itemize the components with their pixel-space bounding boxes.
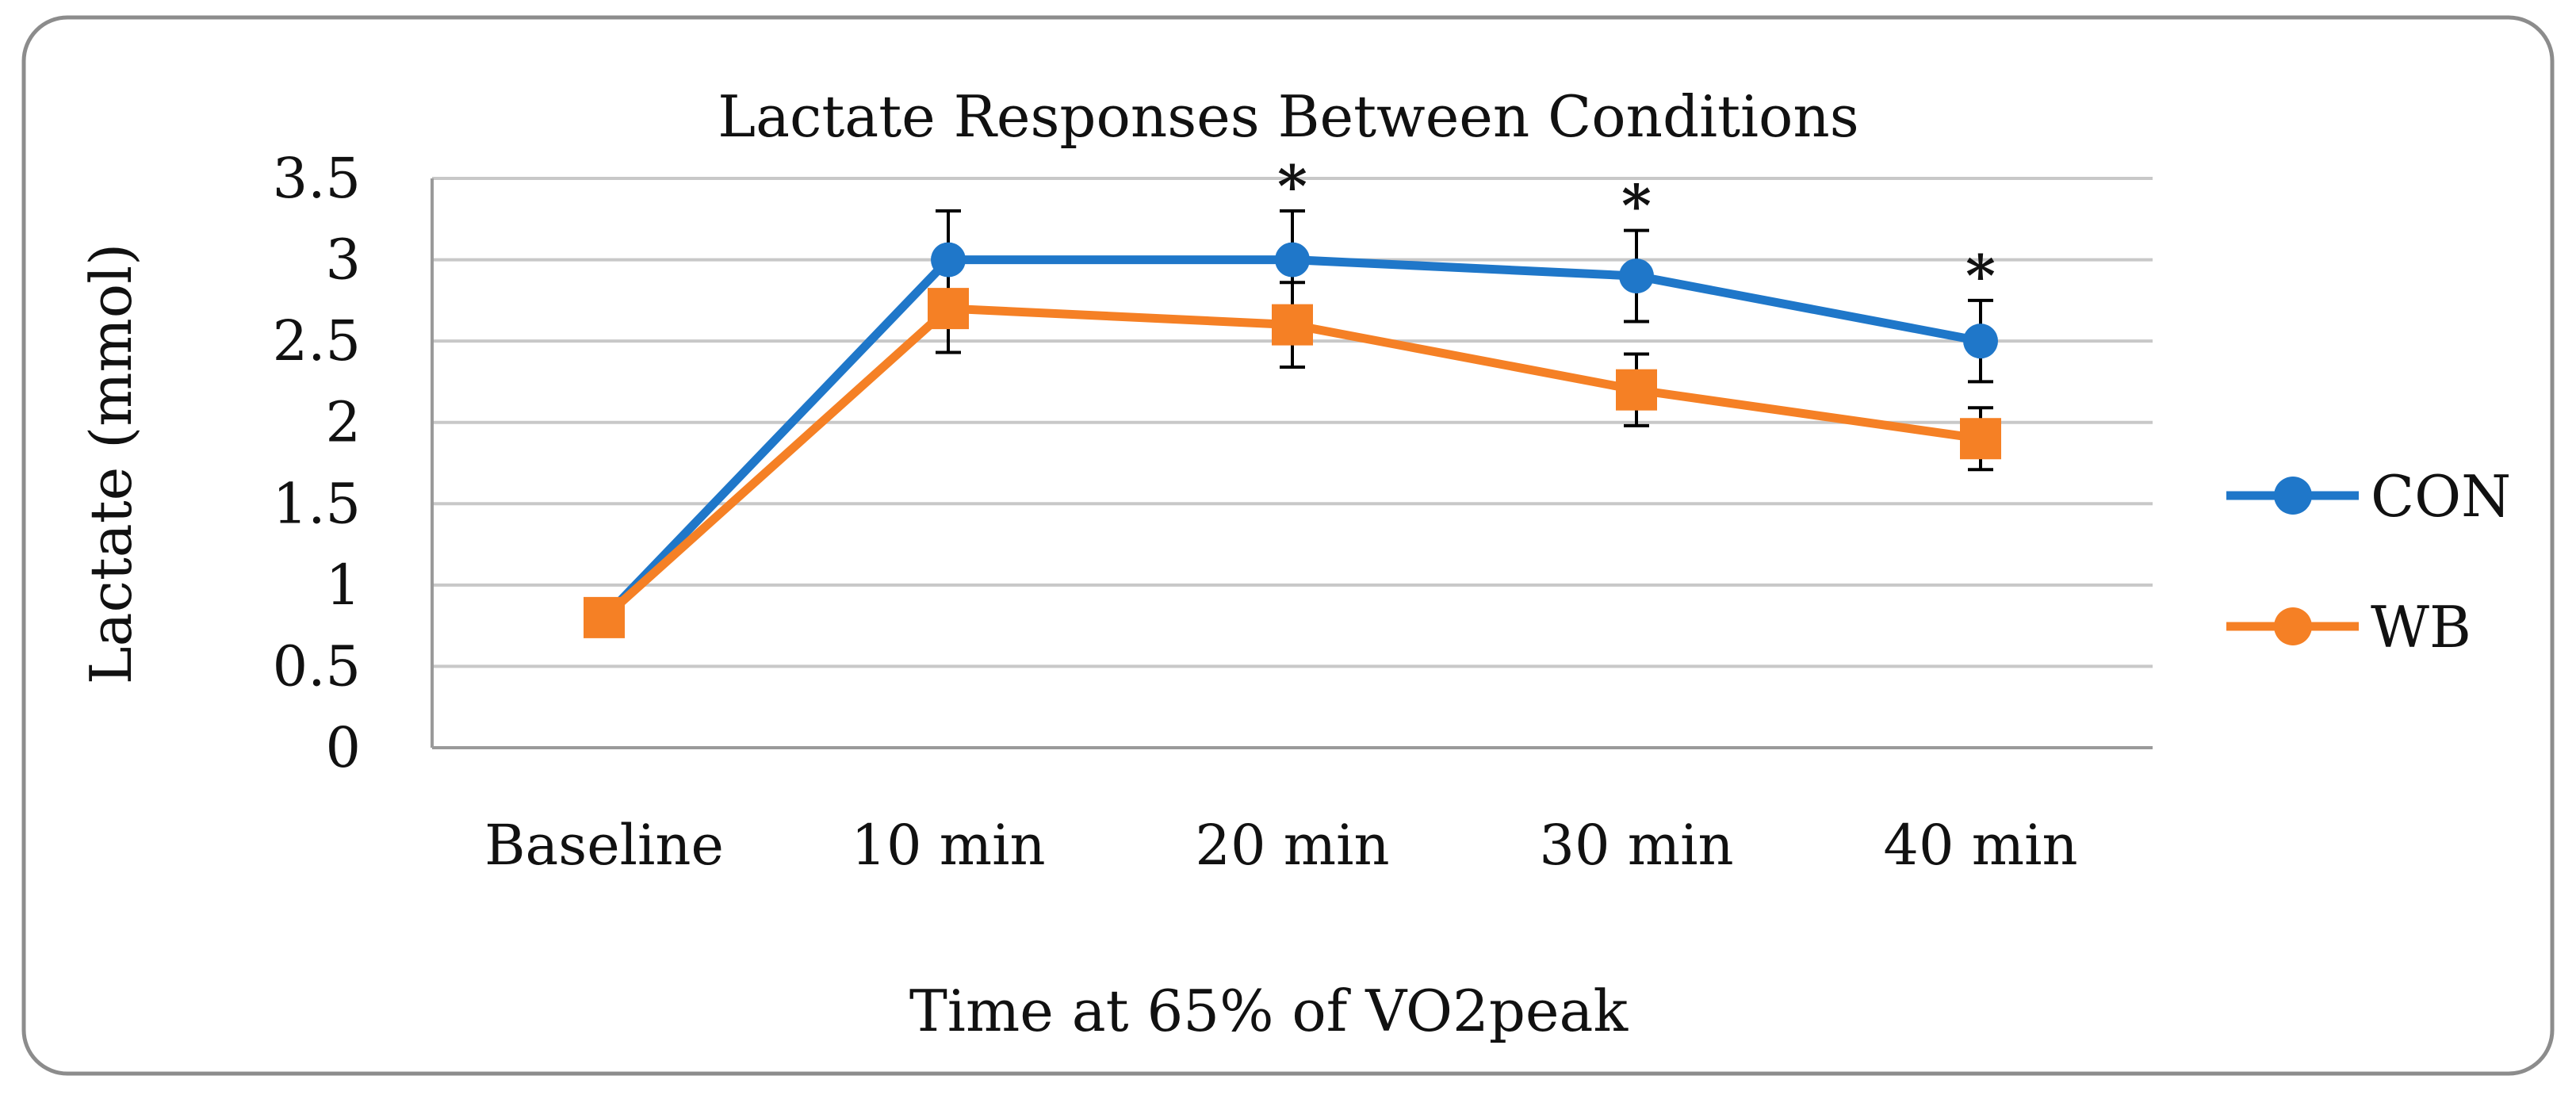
x-tick-label: Baseline (484, 813, 724, 878)
y-tick-label: 1 (325, 553, 361, 618)
point-wb (1272, 304, 1313, 346)
y-tick-labels: 0 0.5 1 1.5 2 2.5 3 3.5 (273, 146, 361, 780)
point-con (931, 242, 966, 278)
legend-label: WB (2371, 594, 2471, 660)
y-tick-label: 0 (325, 715, 361, 780)
legend: CON WB (2226, 463, 2511, 660)
y-tick-label: 0.5 (273, 634, 361, 699)
y-tick-label: 3 (325, 228, 361, 293)
point-con (1619, 258, 1654, 294)
data-markers (584, 242, 2001, 638)
significance-asterisk: * (1621, 172, 1652, 239)
y-tick-label: 2.5 (273, 308, 361, 373)
chart-frame (21, 15, 2555, 1076)
point-wb (1960, 418, 2001, 460)
x-tick-label: 10 min (851, 813, 1045, 878)
chart-title: Lactate Responses Between Conditions (718, 83, 1858, 150)
point-wb (1616, 369, 1657, 411)
significance-markers: * * * (1277, 152, 1996, 309)
x-tick-label: 20 min (1195, 813, 1389, 878)
point-wb (928, 288, 969, 330)
point-con (1963, 324, 1998, 359)
legend-item-con: CON (2226, 463, 2511, 530)
y-tick-label: 2 (325, 390, 361, 455)
significance-asterisk: * (1965, 242, 1996, 309)
legend-label: CON (2371, 463, 2511, 530)
x-tick-labels: Baseline 10 min 20 min 30 min 40 min (484, 813, 2077, 878)
y-axis-label: Lactate (mmol) (78, 243, 144, 684)
legend-swatch-marker (2274, 477, 2312, 515)
point-con (1275, 242, 1310, 278)
x-axis-label: Time at 65% of VO2peak (909, 978, 1629, 1044)
significance-asterisk: * (1277, 152, 1307, 220)
legend-swatch-marker (2274, 607, 2312, 645)
y-tick-label: 1.5 (273, 471, 361, 536)
x-tick-label: 40 min (1883, 813, 2077, 878)
x-tick-label: 30 min (1539, 813, 1733, 878)
legend-item-wb: WB (2226, 594, 2471, 660)
point-wb (584, 596, 625, 638)
y-tick-label: 3.5 (273, 146, 361, 211)
